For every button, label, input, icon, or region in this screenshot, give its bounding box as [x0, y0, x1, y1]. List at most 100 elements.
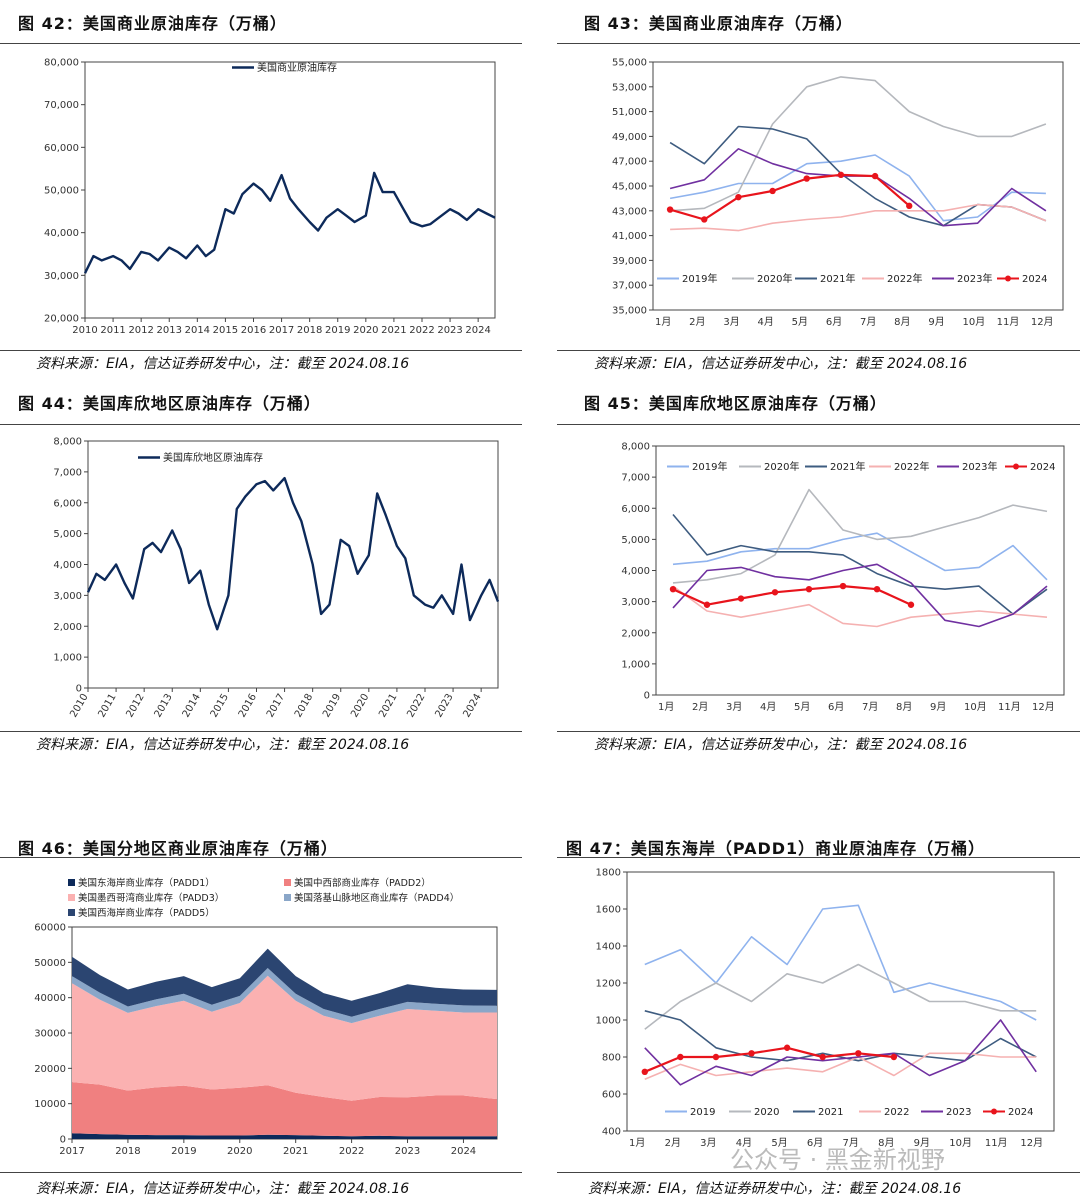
x-tick-label: 2019: [321, 692, 343, 720]
legend-label: 2019年: [682, 272, 717, 285]
y-tick-label: 41,000: [612, 231, 647, 242]
legend-label: 2024: [1030, 462, 1055, 473]
line-series-美国商业原油库存: [83, 171, 496, 274]
x-tick-label: 11月: [997, 316, 1020, 328]
x-tick-label: 2018: [293, 692, 315, 720]
x-tick-label: 10月: [964, 701, 987, 713]
line-series-2021: [644, 1010, 1037, 1062]
x-tick-label: 9月: [914, 1137, 930, 1149]
line-series-2024: [644, 1046, 895, 1073]
line-series-2020: [644, 963, 1037, 1030]
x-tick-label: 11月: [998, 701, 1021, 713]
y-tick-label: 47,000: [612, 157, 647, 168]
line-series-2023: [644, 1019, 1037, 1086]
legend-label: 2022: [884, 1107, 909, 1118]
y-tick-label: 10000: [34, 1099, 66, 1110]
y-tick-label: 6,000: [621, 504, 650, 515]
y-tick-label: 600: [602, 1090, 621, 1101]
area-series-2: [72, 1082, 497, 1137]
x-tick-label: 12月: [1020, 1137, 1043, 1149]
y-tick-label: 6,000: [53, 498, 82, 509]
x-tick-label: 2017: [269, 325, 294, 336]
y-tick-label: 50000: [34, 958, 66, 969]
x-tick-label: 7月: [860, 316, 876, 328]
area-series-1: [72, 1133, 497, 1139]
legend-swatch: [68, 879, 75, 886]
y-tick-label: 1,000: [53, 653, 82, 664]
source-note-46: 资料来源：EIA，信达证券研发中心，注：截至 2024.08.16: [36, 1181, 410, 1197]
source-note-47: 资料来源：EIA，信达证券研发中心，注：截至 2024.08.16: [588, 1181, 962, 1197]
x-tick-label: 2022: [339, 1146, 364, 1157]
legend-label: 2022年: [887, 272, 922, 285]
line-series-美国库欣地区原油库存: [86, 476, 500, 631]
data-point: [871, 172, 879, 180]
x-tick-label: 8月: [896, 701, 912, 713]
plot-frame: [626, 871, 1055, 1132]
legend-label: 2019年: [692, 460, 727, 473]
line-series-2019年: [672, 532, 1048, 581]
legend-label: 2020: [754, 1107, 779, 1118]
x-tick-label: 2011: [100, 325, 125, 336]
legend-label: 美国中西部商业库存（PADD2）: [294, 877, 431, 889]
y-tick-label: 400: [602, 1127, 621, 1138]
x-tick-label: 2024: [465, 325, 490, 336]
legend-marker: [991, 1108, 997, 1115]
x-tick-label: 2024: [461, 692, 483, 720]
x-tick-label: 2015: [209, 692, 231, 720]
chart-47: 400 600 800 1000 1200 1400 1600 1800 1月 2月 3月 4月 5月 6…: [596, 868, 1055, 1149]
watermark: 公众号 · 黑金新视野: [730, 1146, 945, 1174]
y-tick-label: 39,000: [612, 256, 647, 267]
divider: [557, 424, 1080, 425]
x-tick-label: 11月: [985, 1137, 1008, 1149]
x-tick-label: 2020: [353, 325, 378, 336]
x-tick-label: 2023: [395, 1146, 420, 1157]
data-point: [783, 1044, 791, 1051]
y-tick-label: 7,000: [53, 467, 82, 478]
x-tick-label: 2024: [451, 1146, 476, 1157]
x-tick-label: 2022: [405, 692, 427, 720]
line-series-2024: [669, 173, 911, 221]
source-note-42: 资料来源：EIA，信达证券研发中心，注：截至 2024.08.16: [36, 356, 410, 372]
line-series-2020年: [672, 488, 1048, 584]
legend-label: 2022年: [894, 460, 929, 473]
y-tick-label: 800: [602, 1053, 621, 1064]
chart-title-42: 图 42：美国商业原油库存（万桶）: [18, 14, 287, 33]
x-tick-label: 3月: [700, 1137, 716, 1149]
chart-45: 0 1,000 2,000 3,000 4,000 5,000 6,000 7,000 8,00…: [621, 442, 1065, 713]
legend-swatch: [284, 894, 291, 901]
x-tick-label: 2021: [377, 692, 399, 720]
source-note-44: 资料来源：EIA，信达证券研发中心，注：截至 2024.08.16: [36, 737, 410, 753]
x-tick-label: 2011: [96, 692, 118, 720]
x-tick-label: 5月: [794, 701, 810, 713]
chart-44: 0 1,000 2,000 3,000 4,000 5,000 6,000 7,000 8,00…: [53, 437, 500, 720]
data-point: [803, 175, 810, 182]
legend-swatch: [68, 894, 75, 901]
x-tick-label: 2023: [437, 325, 462, 336]
y-tick-label: 55,000: [612, 58, 647, 69]
x-tick-label: 2018: [297, 325, 322, 336]
x-tick-label: 2017: [59, 1146, 84, 1157]
data-point: [906, 202, 913, 210]
data-point: [839, 582, 847, 590]
line-series-2024: [672, 585, 912, 606]
y-tick-label: 49,000: [612, 132, 647, 143]
y-tick-label: 0: [76, 684, 82, 695]
line-series-2022年: [670, 203, 1047, 232]
y-tick-label: 43,000: [612, 206, 647, 217]
y-tick-label: 1800: [596, 868, 621, 879]
x-tick-label: 7月: [862, 701, 878, 713]
y-tick-label: 1000: [596, 1016, 621, 1027]
legend-label: 美国商业原油库存: [257, 61, 337, 74]
line-series-2019年: [669, 154, 1046, 222]
x-tick-label: 2021: [381, 325, 406, 336]
chart-46: 0 10000 20000 30000 40000 50000 60000 2017 2018 2…: [34, 877, 498, 1157]
x-tick-label: 10月: [949, 1137, 972, 1149]
y-tick-label: 7,000: [621, 473, 650, 484]
chart-title-43: 图 43：美国商业原油库存（万桶）: [584, 14, 853, 33]
x-tick-label: 10月: [963, 316, 986, 328]
divider: [0, 43, 522, 44]
y-tick-label: 1,000: [621, 659, 650, 670]
legend-label: 2024: [1008, 1107, 1033, 1118]
data-point: [890, 1053, 898, 1061]
area-series-3: [72, 975, 497, 1101]
